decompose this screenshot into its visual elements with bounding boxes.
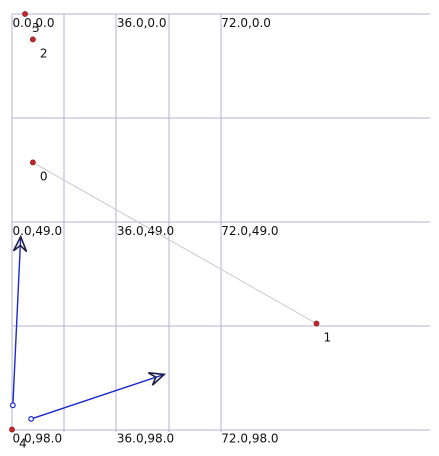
- point-marker-3: [22, 11, 28, 17]
- grid-label-x72-y49: 72.0,49.0: [221, 224, 278, 238]
- grid-labels: 0.0,0.0 36.0,0.0 72.0,0.00.0,49.0 36.0,49.0…: [13, 16, 279, 446]
- arrowhead-icon: [147, 372, 167, 386]
- vector-origin: [28, 416, 35, 422]
- grid-label-x0-y0: 0.0,0.0: [13, 16, 55, 30]
- connection-lines: [32, 161, 317, 324]
- grid-label-x0-y98: 0.0,98.0: [13, 432, 63, 446]
- data-points: 0 1 23 4: [9, 11, 332, 451]
- point-marker-0: [29, 159, 36, 166]
- vector-origin: [9, 402, 16, 409]
- grid-label-x72-y0: 72.0,0.0: [221, 16, 271, 30]
- grid-label-x36-y0: 36.0,0.0: [117, 16, 167, 30]
- vector-arrows: [9, 234, 167, 422]
- arrowhead-icon: [12, 234, 28, 253]
- point-marker-1: [313, 320, 320, 327]
- point-label-0: 0: [40, 169, 48, 183]
- grid-label-x72-y98: 72.0,98.0: [221, 432, 278, 446]
- point-marker-4: [9, 426, 15, 433]
- vector-line: [30, 373, 165, 420]
- vector-line: [12, 236, 22, 406]
- grid-lines: [11, 13, 430, 432]
- point-label-2: 2: [40, 46, 48, 60]
- link-line: [32, 161, 317, 324]
- point-label-4: 4: [19, 437, 27, 451]
- point-label-1: 1: [324, 331, 332, 345]
- grid-label-x36-y98: 36.0,98.0: [117, 432, 174, 446]
- point-label-3: 3: [32, 21, 40, 35]
- point-marker-2: [29, 36, 36, 43]
- grid-label-x0-y49: 0.0,49.0: [13, 224, 63, 238]
